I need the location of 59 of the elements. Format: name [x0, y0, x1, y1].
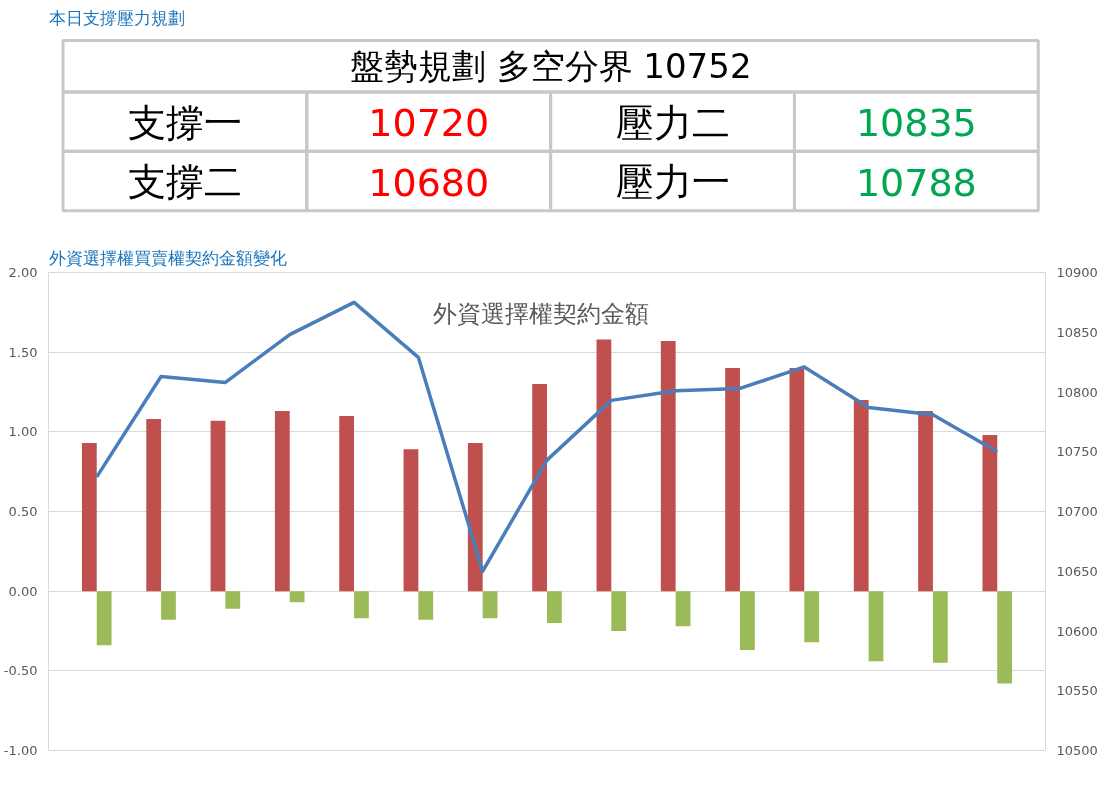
- y2-tick-label: 10900: [1056, 265, 1098, 280]
- y2-tick-label: 10650: [1056, 563, 1098, 579]
- text: 10788: [855, 160, 977, 205]
- y2-tick-label: 10700: [1056, 504, 1098, 519]
- chart-title: 外資選擇權買賣權契約金額變化: [48, 247, 287, 268]
- line-series: [94, 300, 1000, 573]
- bar: [611, 591, 627, 631]
- bar: [853, 399, 869, 592]
- bar: [725, 368, 740, 592]
- bar: [146, 419, 162, 592]
- y-tick-label: 0.50: [8, 504, 38, 519]
- text: 10835: [855, 101, 977, 146]
- bar: [403, 449, 419, 592]
- y2-tick-label: 10500: [1056, 743, 1098, 758]
- text: 盤勢規劃 多空分界 10752: [349, 46, 752, 87]
- text: 10720: [368, 101, 490, 146]
- y-tick-label: 1.00: [8, 424, 38, 440]
- bar: [274, 411, 290, 592]
- y2-tick-label: 10600: [1056, 623, 1098, 639]
- text: 壓力二: [615, 100, 730, 145]
- y-tick-label: 0.00: [8, 583, 38, 599]
- bar: [675, 591, 691, 627]
- text: 支撐一: [127, 100, 242, 145]
- bar: [354, 591, 369, 619]
- text: 支撐二: [127, 160, 242, 205]
- y2-tick-label: 10850: [1056, 324, 1098, 340]
- text: 10680: [368, 160, 490, 205]
- bar: [467, 442, 483, 592]
- bar: [932, 591, 948, 663]
- bar: [997, 591, 1013, 684]
- bar: [868, 591, 884, 662]
- y2-tick-label: 10750: [1056, 444, 1098, 460]
- bar: [532, 384, 547, 592]
- y-tick-label: -0.50: [3, 663, 38, 679]
- bar: [96, 591, 112, 646]
- text: 本日支撐壓力規劃: [48, 7, 185, 28]
- y2-tick-label: 10550: [1056, 683, 1098, 699]
- bar: [81, 442, 97, 592]
- text: 壓力一: [615, 160, 730, 205]
- bar: [789, 368, 805, 592]
- bar: [547, 591, 562, 624]
- bar: [739, 591, 755, 651]
- bar: [161, 591, 176, 620]
- text: 外資選擇權契約金額: [432, 299, 649, 328]
- bar: [210, 420, 226, 592]
- bar: [289, 591, 305, 603]
- bar: [982, 435, 998, 592]
- y-tick-label: -1.00: [3, 743, 38, 758]
- bar: [225, 591, 241, 609]
- bar: [339, 415, 355, 592]
- bar: [482, 591, 498, 619]
- bar: [596, 339, 612, 592]
- bar: [804, 591, 820, 643]
- bar: [660, 341, 676, 592]
- bar: [418, 591, 434, 620]
- bar: [918, 411, 933, 592]
- y2-tick-label: 10800: [1056, 384, 1098, 400]
- y-tick-label: 2.00: [8, 265, 38, 280]
- y-tick-label: 1.50: [8, 344, 38, 360]
